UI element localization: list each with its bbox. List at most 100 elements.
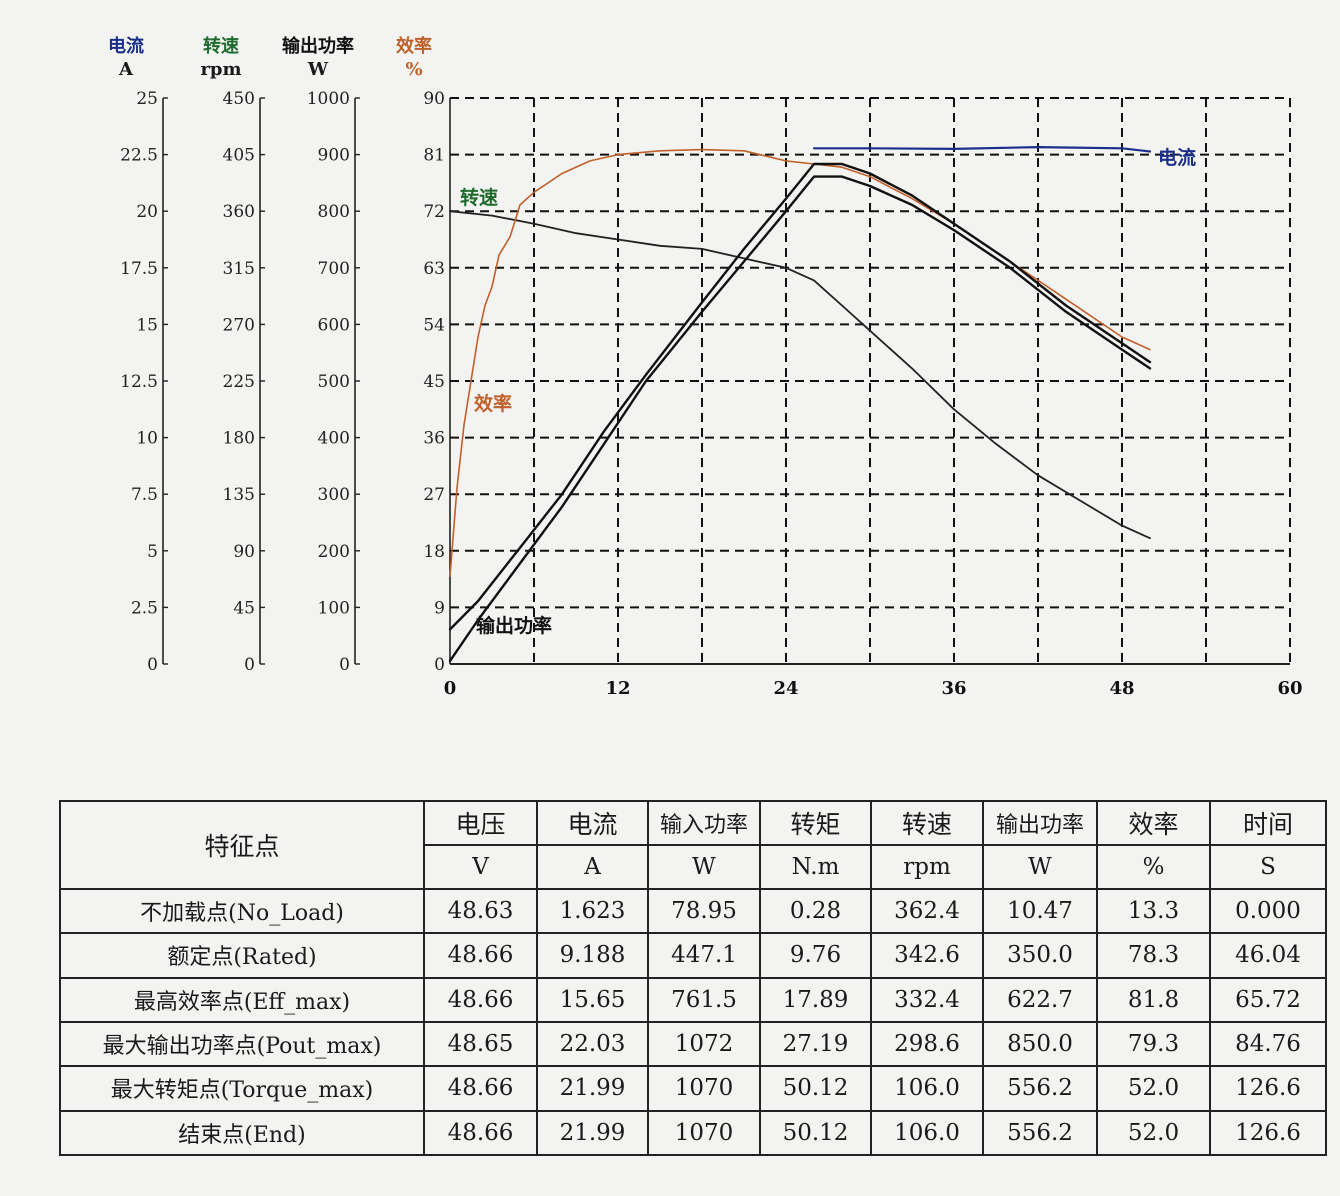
table-cell: 9.76 bbox=[759, 932, 872, 979]
table-cell: 48.66 bbox=[423, 976, 538, 1023]
table-cell: 48.65 bbox=[423, 1020, 538, 1068]
table-cell: 1.623 bbox=[536, 887, 649, 935]
table-cell: 9.188 bbox=[536, 932, 649, 979]
series-annotation: 转速 bbox=[460, 186, 498, 209]
axis-tick-label: 63 bbox=[423, 259, 445, 279]
table-row: 最大转矩点(Torque_max) 48.66 21.99 1070 50.12 106.… bbox=[59, 1065, 1327, 1112]
series-annotation: 电流 bbox=[1158, 146, 1196, 169]
table-row: 额定点(Rated) 48.66 9.188 447.1 9.76 342.6 350.0 7… bbox=[59, 932, 1327, 979]
table-cell: 556.2 bbox=[982, 1109, 1098, 1157]
axis-tick-label: 18 bbox=[423, 542, 445, 562]
axis-unit-speed: rpm bbox=[200, 59, 241, 80]
table-cell: 850.0 bbox=[982, 1020, 1098, 1068]
table-cell: 46.04 bbox=[1209, 932, 1327, 979]
axis-title-current: 电流 bbox=[108, 35, 144, 57]
axis-tick-label: 27 bbox=[423, 485, 445, 505]
table-row: 不加载点(No_Load) 48.63 1.623 78.95 0.28 362.4 10.… bbox=[59, 887, 1327, 935]
axis-tick-label: 45 bbox=[423, 372, 445, 392]
table-cell: 50.12 bbox=[759, 1065, 872, 1112]
axis-tick-label: 0 bbox=[339, 655, 350, 675]
column-header: 输入功率 bbox=[647, 800, 761, 846]
table-cell: 48.63 bbox=[423, 887, 538, 935]
row-label: 最高效率点(Eff_max) bbox=[59, 976, 425, 1023]
column-header: 转矩 bbox=[759, 800, 872, 846]
table-body: 不加载点(No_Load) 48.63 1.623 78.95 0.28 362.4 10.… bbox=[59, 887, 1327, 1157]
table-cell: 362.4 bbox=[870, 887, 984, 935]
table-cell: 106.0 bbox=[870, 1109, 984, 1157]
table-cell: 48.66 bbox=[423, 932, 538, 979]
x-tick-label: 36 bbox=[941, 678, 966, 699]
axis-tick-label: 270 bbox=[223, 315, 255, 335]
table-cell: 1072 bbox=[647, 1020, 761, 1068]
column-unit: V bbox=[423, 844, 538, 890]
axis-tick-label: 45 bbox=[233, 598, 255, 618]
plot-area: 0 12 24 36 48 60 bbox=[444, 97, 1303, 699]
series-line-3 bbox=[448, 162, 1152, 631]
column-unit: N.m bbox=[759, 844, 872, 890]
axis-tick-label: 22.5 bbox=[120, 146, 158, 166]
table-cell: 84.76 bbox=[1209, 1020, 1327, 1068]
axis-tick-label: 20 bbox=[136, 202, 158, 222]
row-label: 额定点(Rated) bbox=[59, 932, 425, 979]
series-line-2 bbox=[449, 148, 1151, 577]
table-cell: 52.0 bbox=[1096, 1065, 1211, 1112]
axis-unit-efficiency: % bbox=[405, 59, 422, 80]
axis-tick-label: 90 bbox=[423, 89, 445, 109]
table-row: 结束点(End) 48.66 21.99 1070 50.12 106.0 556.2 52.… bbox=[59, 1109, 1327, 1157]
axis-tick-label: 1000 bbox=[307, 89, 350, 109]
column-header: 电流 bbox=[536, 800, 649, 846]
table-cell: 17.89 bbox=[759, 976, 872, 1023]
axis-tick-label: 135 bbox=[223, 485, 255, 505]
column-header: 电压 bbox=[423, 800, 538, 846]
series-lines bbox=[448, 146, 1152, 663]
column-header: 时间 bbox=[1209, 800, 1327, 846]
axis-tick-label: 72 bbox=[423, 202, 445, 222]
table-cell: 350.0 bbox=[982, 932, 1098, 979]
column-header: 效率 bbox=[1096, 800, 1211, 846]
axis-tick-label: 12.5 bbox=[120, 372, 158, 392]
column-unit: W bbox=[647, 844, 761, 890]
table-cell: 10.47 bbox=[982, 887, 1098, 935]
axis-tick-label: 700 bbox=[318, 259, 350, 279]
table-cell: 50.12 bbox=[759, 1109, 872, 1157]
axis-tick-label: 400 bbox=[318, 429, 350, 449]
axis-tick-label: 900 bbox=[318, 146, 350, 166]
row-label: 结束点(End) bbox=[59, 1109, 425, 1157]
column-unit: S bbox=[1209, 844, 1327, 890]
axis-tick-label: 500 bbox=[318, 372, 350, 392]
table-cell: 48.66 bbox=[423, 1109, 538, 1157]
column-unit: W bbox=[982, 844, 1098, 890]
table-header: 特征点 电压 电流 输入功率 转矩 转速 输出功率 效率 时间 V A W N.m rpm W% S bbox=[59, 800, 1327, 890]
table-cell: 622.7 bbox=[982, 976, 1098, 1023]
column-header: 输出功率 bbox=[982, 800, 1098, 846]
table-cell: 761.5 bbox=[647, 976, 761, 1023]
row-label: 最大输出功率点(Pout_max) bbox=[59, 1020, 425, 1068]
row-label: 最大转矩点(Torque_max) bbox=[59, 1065, 425, 1112]
table-cell: 0.28 bbox=[759, 887, 872, 935]
table-cell: 65.72 bbox=[1209, 976, 1327, 1023]
axis-tick-label: 15 bbox=[136, 315, 158, 335]
table-cell: 556.2 bbox=[982, 1065, 1098, 1112]
x-tick-label: 0 bbox=[444, 678, 457, 699]
table-cell: 332.4 bbox=[870, 976, 984, 1023]
axis-tick-label: 450 bbox=[223, 89, 255, 109]
series-annotation: 效率 bbox=[474, 392, 512, 415]
axis-tick-label: 9 bbox=[434, 598, 445, 618]
axis-tick-label: 0 bbox=[147, 655, 158, 675]
table-cell: 78.95 bbox=[647, 887, 761, 935]
axis-tick-label: 36 bbox=[423, 429, 445, 449]
series-line-4 bbox=[448, 175, 1152, 663]
axis-tick-label: 25 bbox=[136, 89, 158, 109]
x-tick-label: 24 bbox=[773, 678, 798, 699]
table-cell: 342.6 bbox=[870, 932, 984, 979]
table-cell: 52.0 bbox=[1096, 1109, 1211, 1157]
column-unit: A bbox=[536, 844, 649, 890]
column-header: 转速 bbox=[870, 800, 984, 846]
table-cell: 79.3 bbox=[1096, 1020, 1211, 1068]
axis-tick-label: 2.5 bbox=[131, 598, 158, 618]
header-feature-point: 特征点 bbox=[59, 800, 425, 890]
table-row: 最高效率点(Eff_max) 48.66 15.65 761.5 17.89 332.4 6… bbox=[59, 976, 1327, 1023]
table-cell: 48.66 bbox=[423, 1065, 538, 1112]
x-tick-label: 60 bbox=[1277, 678, 1302, 699]
